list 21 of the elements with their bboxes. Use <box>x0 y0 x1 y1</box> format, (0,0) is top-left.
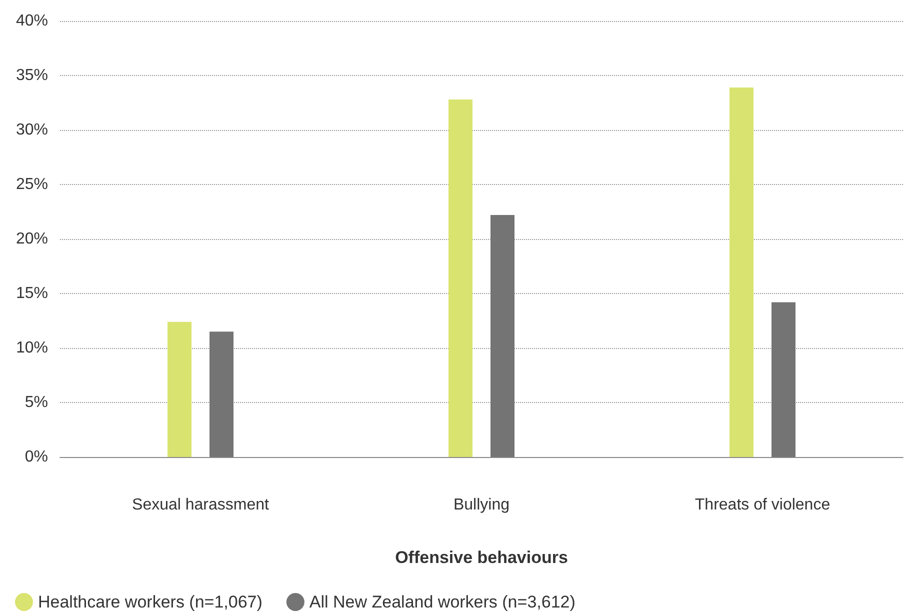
y-tick-label: 30% <box>16 122 48 138</box>
y-tick-label: 0% <box>24 448 48 466</box>
bar <box>490 215 514 457</box>
x-tick-label: Sexual harassment <box>132 496 270 514</box>
bar <box>772 302 796 457</box>
bar <box>168 322 192 457</box>
x-axis-title: Offensive behaviours <box>395 548 568 567</box>
y-tick-label: 10% <box>16 340 48 356</box>
bar <box>210 332 234 457</box>
y-tick-label: 15% <box>16 285 48 302</box>
y-tick-label: 40% <box>16 12 48 30</box>
y-tick-label: 25% <box>16 176 48 193</box>
y-tick-label: 5% <box>24 394 48 411</box>
legend-label: All New Zealand workers (n=3,612) <box>309 592 576 612</box>
y-tick-label: 35% <box>16 67 48 84</box>
y-tick-label: 20% <box>16 230 48 248</box>
bar <box>448 99 472 457</box>
x-tick-label: Threats of violence <box>694 496 830 514</box>
legend-label: Healthcare workers (n=1,067) <box>38 592 262 612</box>
x-tick-label: Bullying <box>453 496 510 514</box>
bar <box>730 87 754 457</box>
